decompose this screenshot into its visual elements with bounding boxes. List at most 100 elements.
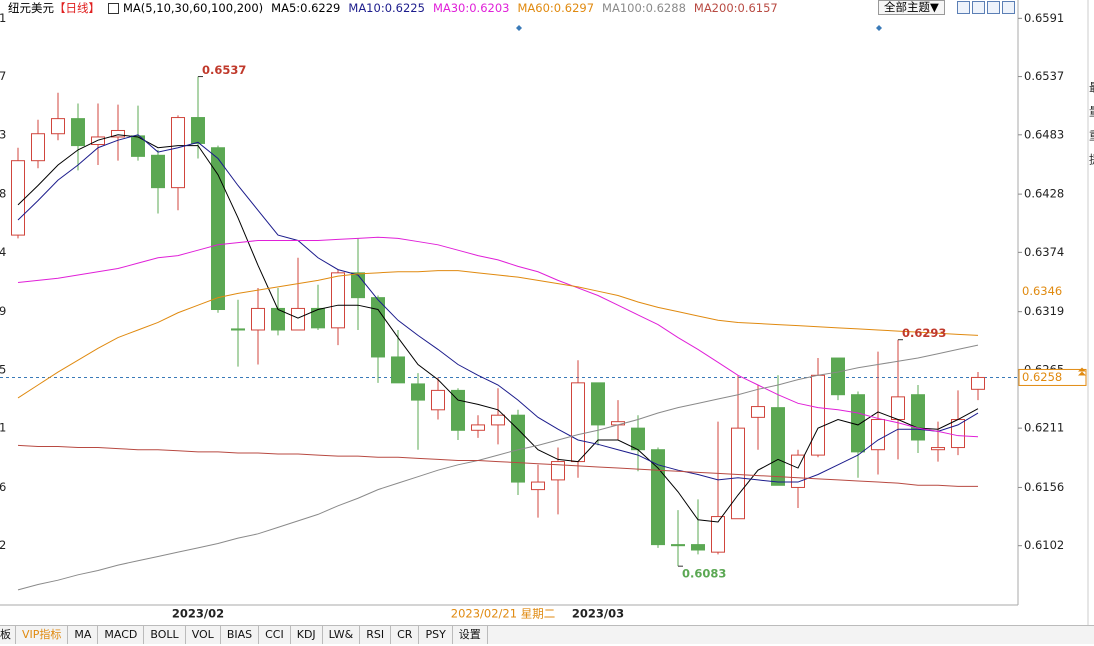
candle-body <box>591 382 605 426</box>
candle-body <box>731 427 745 520</box>
candle-body <box>971 376 985 390</box>
y-tick-label: 0.6374 <box>1024 245 1064 259</box>
candle-body <box>151 154 165 189</box>
ma-line <box>17 134 979 483</box>
tab[interactable]: 板 <box>0 626 16 644</box>
candle-body <box>831 357 845 396</box>
candle-body <box>451 389 465 431</box>
high-annotation: 0.6537 <box>202 63 246 77</box>
legend-entry: MA60:0.6297 <box>517 1 595 15</box>
left-axis-fragment: 5 <box>0 362 6 376</box>
candle-body <box>631 427 645 451</box>
ma-line <box>17 236 979 438</box>
candle-body <box>491 414 505 426</box>
candle-body <box>871 419 885 451</box>
candle-body <box>531 481 545 491</box>
last-price-arrow <box>1078 367 1086 376</box>
left-axis-fragment: 3 <box>0 127 6 141</box>
candle-body <box>791 454 805 488</box>
last-price-box <box>1018 368 1087 386</box>
candle-body <box>651 449 665 546</box>
theme-button[interactable]: 全部主题▼ <box>878 0 945 15</box>
zoom-out[interactable] <box>971 1 985 14</box>
tab[interactable]: VOL <box>186 626 221 644</box>
candle-body <box>211 147 225 311</box>
high-annotation: 0.6293 <box>902 326 946 340</box>
marker-label: 0.6346 <box>1022 284 1062 298</box>
ma-line <box>17 444 978 487</box>
tab[interactable]: BOLL <box>144 626 186 644</box>
candle-body <box>171 117 185 189</box>
candle-body <box>111 129 125 138</box>
candle-body <box>131 135 145 157</box>
event-dot <box>876 25 882 31</box>
indicator: MA(5,10,30,60,100,200) <box>123 1 264 15</box>
candle-body <box>931 447 945 451</box>
ma-line <box>17 270 979 399</box>
window[interactable] <box>986 1 1000 14</box>
candle-body <box>11 160 25 236</box>
candle-body <box>671 544 685 547</box>
left-axis-fragment: 1 <box>0 11 6 25</box>
y-tick-label: 0.6483 <box>1024 127 1064 141</box>
candle-body <box>411 383 425 401</box>
last-price-label: 0.6258 <box>1022 370 1062 384</box>
candle-body <box>571 382 585 463</box>
low-annotation: 0.6083 <box>682 567 726 581</box>
tab[interactable]: LW& <box>323 626 361 644</box>
left-axis-fragment: 6 <box>0 480 6 494</box>
indicator-icon[interactable] <box>108 2 119 14</box>
y-tick-label: 0.6102 <box>1024 538 1064 552</box>
plot-area <box>0 76 1018 591</box>
candle-body <box>331 272 345 329</box>
zoom-in[interactable] <box>956 1 970 14</box>
candle-body <box>371 297 385 358</box>
tab[interactable]: PSY <box>419 626 453 644</box>
period[interactable]: 【日线】 <box>54 1 100 15</box>
candle-body <box>751 406 765 418</box>
tab[interactable]: KDJ <box>291 626 323 644</box>
tab[interactable]: 设置 <box>453 626 488 644</box>
candle-body <box>231 328 245 331</box>
tab[interactable]: CCI <box>259 626 291 644</box>
candle-body <box>691 544 705 551</box>
candle-body <box>351 272 365 299</box>
tab[interactable]: MACD <box>98 626 145 644</box>
candle-body <box>31 133 45 162</box>
candle-body <box>891 396 905 421</box>
y-tick-label: 0.6319 <box>1024 304 1064 318</box>
toolbar: 全部主题▼ <box>878 0 1015 15</box>
side-fragment: 量 <box>1089 105 1094 119</box>
x-tick-label: 2023/02 <box>172 607 224 621</box>
forward[interactable] <box>1001 1 1015 14</box>
left-axis-fragment: 9 <box>0 304 6 318</box>
tab[interactable]: BIAS <box>221 626 260 644</box>
left-axis-fragment: 8 <box>0 187 6 201</box>
candle-body <box>951 419 965 449</box>
y-tick-label: 0.6537 <box>1024 69 1064 83</box>
legend-entry: MA30:0.6203 <box>432 1 510 15</box>
tab[interactable]: CR <box>391 626 420 644</box>
candle-body <box>911 394 925 441</box>
candle-body <box>391 356 405 384</box>
left-axis-fragment: 2 <box>0 538 6 552</box>
cursor-date: 2023/02/21 星期二 <box>451 607 555 621</box>
candle-body <box>711 516 725 553</box>
tab[interactable]: MA <box>68 626 99 644</box>
y-tick-label: 0.6211 <box>1024 421 1064 435</box>
candle-body <box>251 307 265 331</box>
candle-body <box>71 118 85 147</box>
legend-entry: MA200:0.6157 <box>693 1 778 15</box>
tab[interactable]: VIP指标 <box>16 626 69 644</box>
ma-line <box>17 344 979 591</box>
legend: 纽元美元 【日线】 MA(5,10,30,60,100,200) MA5:0.6… <box>8 0 784 16</box>
event-dot <box>516 25 522 31</box>
left-axis-fragment: 7 <box>0 69 6 83</box>
tab[interactable]: RSI <box>360 626 392 644</box>
legend-entry: MA10:0.6225 <box>348 1 425 15</box>
candle-body <box>291 307 305 331</box>
y-tick-label: 0.6591 <box>1024 11 1064 25</box>
candle-body <box>51 118 65 135</box>
left-axis-fragment: 4 <box>0 245 6 259</box>
